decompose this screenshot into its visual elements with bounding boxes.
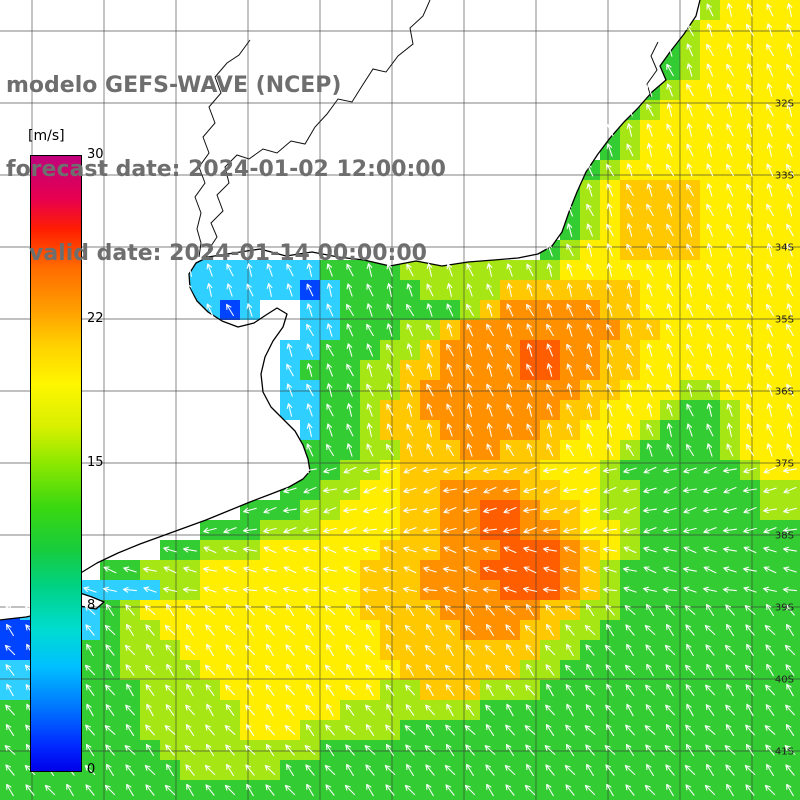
title-block: modelo GEFS-WAVE (NCEP) forecast date: 2…: [6, 16, 446, 324]
lat-label: 39S: [775, 603, 794, 614]
lat-label: 33S: [775, 171, 794, 182]
lat-label: 36S: [775, 387, 794, 398]
lat-label: 41S: [775, 747, 794, 758]
lat-label: 35S: [775, 315, 794, 326]
valid-date: valid date: 2024-01-14 00:00:00: [6, 241, 427, 266]
colorbar-tick-label: 15: [87, 454, 104, 470]
model-title: modelo GEFS-WAVE (NCEP): [6, 73, 342, 98]
lat-label: 40S: [775, 675, 794, 686]
lat-label: 37S: [775, 459, 794, 470]
lat-label: 38S: [775, 531, 794, 542]
colorbar-tick-label: 0: [87, 762, 96, 777]
colorbar-tick-label: 8: [87, 597, 96, 613]
lat-label: 34S: [775, 243, 794, 254]
lat-label: 32S: [775, 99, 794, 110]
forecast-date: forecast date: 2024-01-02 12:00:00: [6, 157, 446, 182]
